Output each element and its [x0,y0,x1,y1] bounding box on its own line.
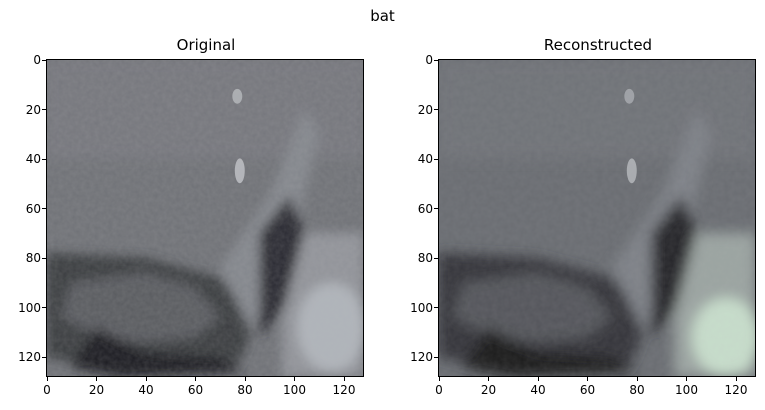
y-tick-mark [42,158,46,160]
x-tick-mark [438,377,440,381]
x-tick-mark [735,377,737,381]
y-tick-mark [434,356,438,358]
x-tick-mark [145,377,147,381]
y-tick-label: 80 [25,251,41,265]
y-tick-mark [434,208,438,209]
y-tick-mark [42,109,46,110]
x-tick-mark [488,377,489,381]
y-tick-label: 120 [18,350,41,364]
x-tick-label: 0 [43,383,51,397]
y-tick-mark [42,60,46,61]
y-tick-mark [434,307,438,308]
x-tick-label: 120 [332,383,356,397]
x-tick-label: 20 [480,383,497,397]
original-image [46,59,364,377]
x-tick-label: 100 [675,383,698,397]
x-tick-label: 20 [88,383,105,397]
axes-original: 0 20 40 60 80 100 120 0 20 40 60 80 100 … [18,54,364,396]
x-tick-mark [244,377,246,381]
x-tick-label: 60 [187,383,204,397]
y-tick-label: 20 [417,102,433,117]
x-tick-label: 0 [435,383,443,397]
y-tick-mark [434,60,438,61]
y-tick-label: 40 [25,152,41,166]
x-tick-mark [343,377,345,381]
y-tick-mark [434,109,438,110]
y-tick-label: 100 [18,300,41,315]
panel-title-reconstructed: Reconstructed [543,36,653,54]
x-tick-label: 60 [579,383,596,397]
x-tick-mark [96,377,97,381]
reconstructed-image [438,59,756,377]
x-tick-label: 80 [237,383,253,397]
y-tick-mark [42,208,46,209]
x-tick-mark [636,377,638,381]
y-tick-label: 120 [410,350,433,364]
x-tick-label: 120 [724,383,748,397]
y-tick-mark [434,257,438,259]
y-tick-label: 40 [417,152,433,166]
x-tick-mark [537,377,539,381]
y-tick-label: 20 [25,102,41,117]
x-tick-label: 40 [530,383,546,397]
x-tick-mark [587,377,588,381]
y-tick-mark [42,257,46,259]
figure-title: bat [370,7,395,25]
x-tick-mark [294,377,295,381]
x-tick-label: 40 [138,383,154,397]
y-tick-label: 80 [417,251,433,265]
y-tick-label: 60 [417,201,433,216]
y-tick-label: 0 [33,53,41,67]
x-tick-label: 100 [283,383,306,397]
x-tick-mark [195,377,196,381]
x-tick-mark [686,377,687,381]
panel-title-original: Original [176,36,236,54]
axes-reconstructed: 0 20 40 60 80 100 120 0 20 40 60 80 100 … [410,54,756,396]
y-tick-label: 100 [410,300,433,315]
y-tick-mark [42,356,46,358]
y-tick-mark [42,307,46,308]
x-tick-mark [46,377,48,381]
y-tick-label: 0 [425,53,433,67]
y-tick-label: 60 [25,201,41,216]
x-tick-label: 80 [629,383,645,397]
y-tick-mark [434,158,438,160]
